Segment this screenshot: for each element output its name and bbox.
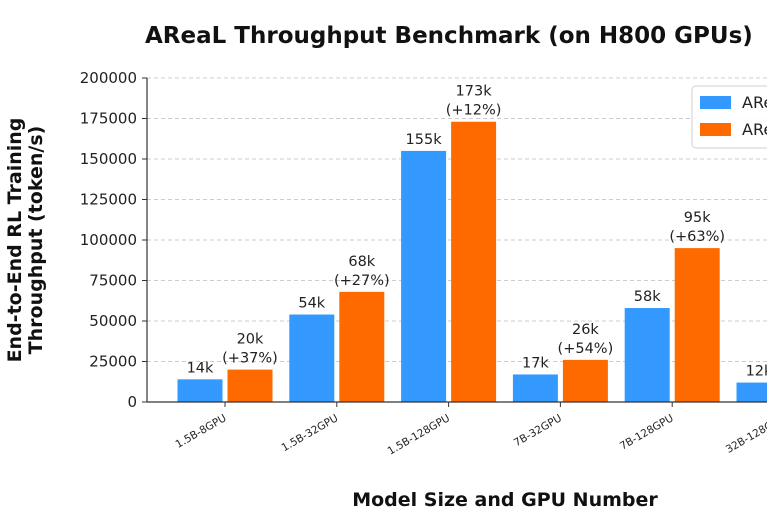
y-axis-label: End-to-End RL Training Throughput (token… (4, 118, 47, 363)
bar-value-label: 17k (522, 355, 549, 371)
x-tick-label: 1.5B-128GPU (386, 412, 453, 457)
y-tick-label: 0 (127, 393, 137, 411)
y-tick-label: 50000 (89, 312, 137, 330)
y-axis-label-line-2: Throughput (token/s) (25, 126, 47, 355)
legend-swatch (700, 123, 731, 136)
x-tick-labels: 1.5B-8GPU 1.5B-32GPU 1.5B-128GPU 7B-32GPU 7B… (174, 412, 767, 457)
y-tick-labels: 0 25000 50000 75000 100000 125000 150000 175000… (80, 69, 137, 411)
bar-value-label: 155k (406, 132, 443, 148)
bar-7b-32gpu-series-1 (512, 374, 558, 402)
bar-1-5b-32gpu-series-2 (339, 291, 385, 402)
bar-1-5b-8gpu-series-1 (177, 379, 223, 402)
x-tick-label: 7B-128GPU (618, 412, 676, 452)
bar-32b-128gpu-series-1 (736, 382, 767, 402)
y-tick-label: 125000 (80, 191, 137, 209)
x-tick-label: 1.5B-32GPU (280, 412, 341, 454)
bar-value-label: 68k (+27%) (334, 254, 390, 289)
bar-7b-128gpu-series-1 (624, 308, 670, 402)
bar-value-label: 58k (634, 289, 661, 305)
bar-7b-128gpu-series-2 (674, 248, 720, 402)
bars (177, 121, 767, 403)
bar-value-label: 26k (+54%) (558, 322, 614, 357)
y-tick-label: 25000 (89, 353, 137, 371)
x-axis-label: Model Size and GPU Number (352, 489, 658, 511)
y-tick-label: 75000 (89, 272, 137, 290)
chart-title: AReaL Throughput Benchmark (on H800 GPUs… (145, 23, 753, 49)
bar-value-label: 14k (187, 360, 214, 376)
x-tick-label: 1.5B-8GPU (174, 412, 229, 451)
legend-label: AReaL v0.1 (742, 93, 767, 112)
legend-swatch (700, 96, 731, 109)
bar-1-5b-32gpu-series-1 (289, 314, 335, 402)
y-tick-label: 200000 (80, 69, 137, 87)
x-tick-label: 32B-128GPU (724, 412, 767, 456)
bar-value-label: 20k (+37%) (222, 332, 278, 367)
y-tick-label: 175000 (80, 110, 137, 128)
axes (142, 77, 767, 407)
legend: AReaL v0.1 AReaL v0.2 (691, 85, 767, 149)
bar-7b-32gpu-series-2 (562, 359, 608, 402)
x-tick-label: 7B-32GPU (512, 412, 564, 449)
legend-label: AReaL v0.2 (742, 120, 767, 139)
bar-labels: 14k 54k 155k 17k 58k 12k 20k(+37%) 68k(+27%) 173… (187, 84, 767, 380)
bar-1-5b-128gpu-series-2 (451, 121, 497, 403)
y-axis-label-line-1: End-to-End RL Training (4, 118, 26, 363)
bar-value-label: 12k (746, 364, 767, 380)
bar-1-5b-128gpu-series-1 (401, 150, 447, 402)
bar-value-label: 54k (298, 296, 325, 312)
bar-value-label: 173k (+12%) (446, 84, 502, 119)
y-tick-label: 100000 (80, 231, 137, 249)
y-tick-label: 150000 (80, 150, 137, 168)
bar-1-5b-8gpu-series-2 (227, 369, 273, 402)
bar-value-label: 95k (+63%) (669, 210, 725, 245)
